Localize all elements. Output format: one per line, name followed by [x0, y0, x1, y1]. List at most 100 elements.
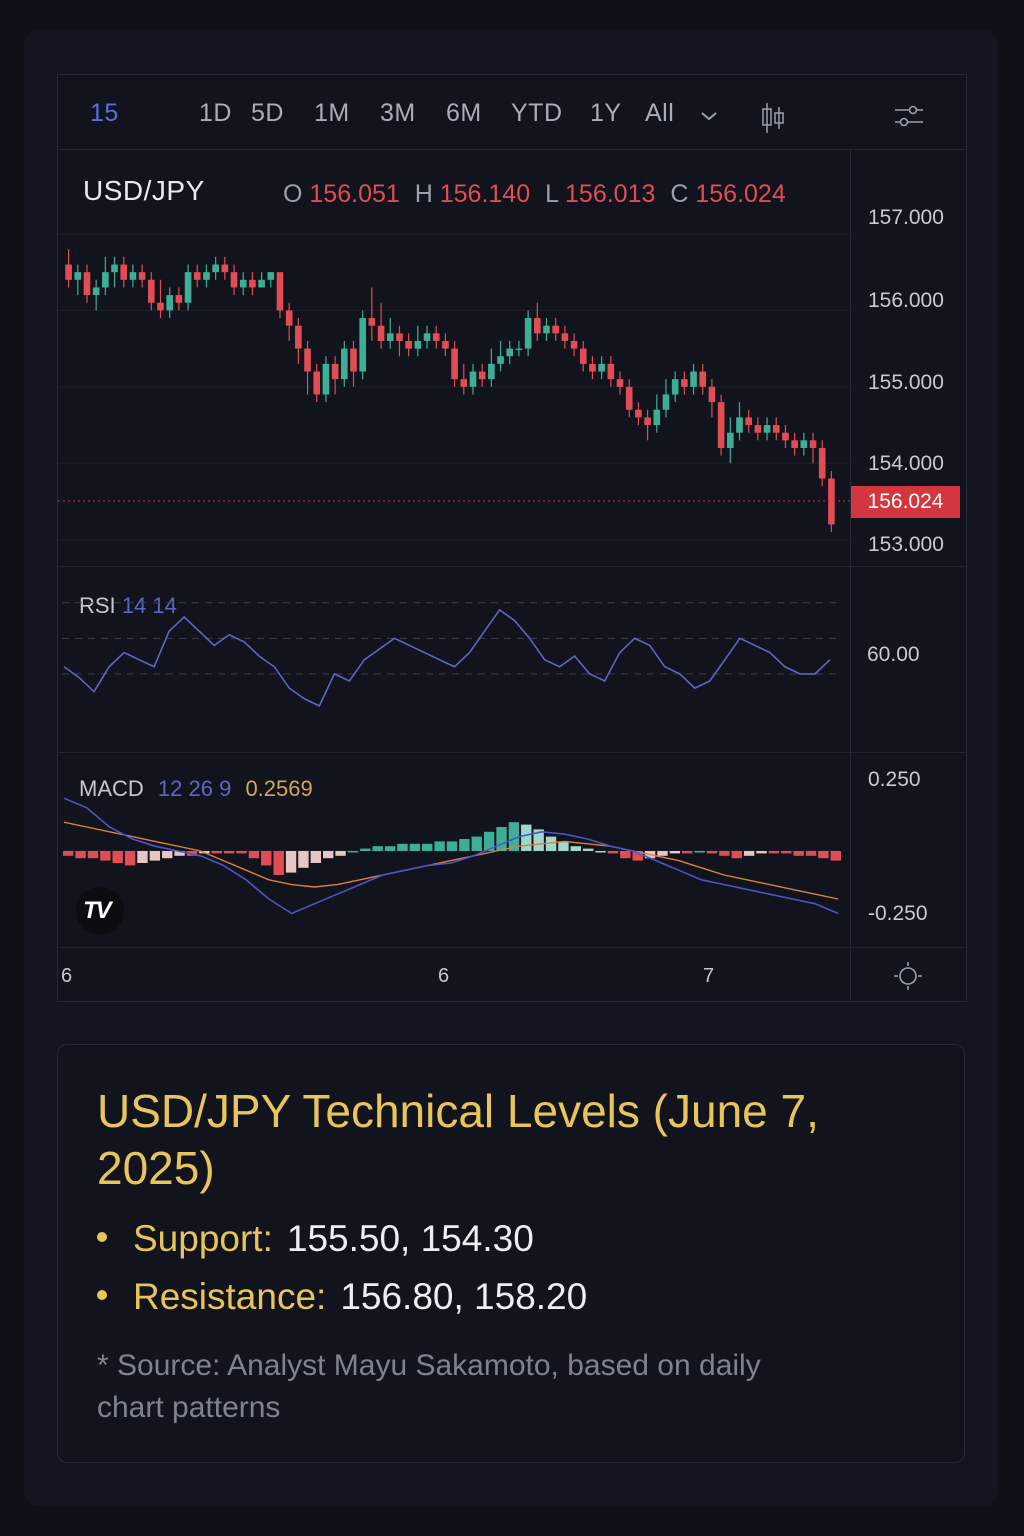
tradingview-logo[interactable]: TV [76, 887, 124, 935]
range-5d-button[interactable]: 5D [251, 99, 284, 127]
macd-histogram-bar [285, 851, 297, 873]
candle-body [138, 272, 146, 280]
candle-body [92, 287, 100, 296]
candle-body [359, 318, 366, 372]
low-value: 156.013 [565, 180, 656, 208]
candle-body [598, 363, 605, 372]
candle-body [579, 348, 587, 364]
candle-body [148, 279, 155, 303]
macd-histogram-bar [768, 851, 780, 854]
price-tick: 153.000 [868, 533, 944, 556]
range-ytd-button[interactable]: YTD [511, 99, 563, 127]
macd-histogram-bar [805, 851, 817, 856]
macd-histogram-bar [223, 851, 235, 854]
macd-histogram-bar [669, 851, 681, 854]
candle-body [515, 348, 523, 351]
range-1m-button[interactable]: 1M [314, 99, 350, 127]
time-label: 6 [61, 965, 73, 987]
macd-histogram-bar [632, 851, 643, 861]
chevron-down-icon[interactable] [700, 109, 718, 127]
resistance-label: Resistance: [133, 1276, 327, 1317]
range-1d-button[interactable]: 1D [199, 99, 232, 127]
macd-histogram-bar [459, 839, 470, 851]
macd-axis-bottom: -0.250 [868, 902, 928, 925]
range-3m-button[interactable]: 3M [380, 99, 416, 127]
time-label: 7 [703, 965, 715, 987]
candle-body [239, 279, 247, 288]
chart-toolbar: 15 1D 5D 1M 3M 6M YTD 1Y All [58, 75, 966, 150]
candle-body [552, 325, 559, 334]
macd-histogram-bar [558, 841, 569, 851]
macd-histogram-bar [100, 851, 111, 861]
macd-histogram-bar [372, 846, 383, 851]
macd-histogram-bar [162, 851, 173, 859]
macd-histogram-bar [261, 851, 272, 866]
support-label: Support: [133, 1218, 273, 1259]
price-tick: 155.000 [868, 371, 944, 394]
sun-settings-icon[interactable] [893, 961, 923, 996]
support-values: 155.50, 154.30 [286, 1218, 534, 1259]
support-row: Support: 155.50, 154.30 [97, 1217, 534, 1261]
candle-body [570, 340, 578, 349]
candle-body [212, 264, 219, 273]
candle-body [681, 379, 688, 387]
candle-body [368, 318, 376, 326]
candle-body [708, 386, 716, 403]
candle-body [772, 425, 780, 433]
candle-body [129, 272, 137, 280]
close-value: 156.024 [695, 180, 786, 208]
macd-histogram-bar [657, 851, 668, 856]
macd-histogram-bar [583, 848, 594, 851]
symbol-name[interactable]: USD/JPY [83, 175, 205, 206]
candle-body [83, 272, 91, 296]
range-6m-button[interactable]: 6M [446, 99, 482, 127]
candle-body [295, 325, 302, 349]
macd-params: 12 26 9 [157, 776, 232, 801]
candle-body [644, 417, 651, 426]
macd-histogram-bar [75, 851, 86, 859]
current-price-badge: 156.024 [851, 486, 960, 518]
range-all-button[interactable]: All [645, 99, 675, 127]
candle-body [791, 440, 798, 448]
source-note: * Source: Analyst Mayu Sakamoto, based o… [97, 1349, 761, 1424]
candle-body [111, 264, 118, 273]
chart-widget: 15 1D 5D 1M 3M 6M YTD 1Y All [57, 74, 967, 1002]
close-label: C [670, 180, 689, 208]
macd-histogram-bar [607, 851, 619, 854]
settings-sliders-icon[interactable] [894, 103, 924, 134]
macd-histogram-bar [87, 851, 99, 859]
macd-histogram-bar [731, 851, 742, 859]
candle-body [249, 279, 256, 288]
macd-histogram-bar [137, 851, 148, 863]
range-1y-button[interactable]: 1Y [590, 99, 622, 127]
candle-body [478, 371, 486, 380]
candle-body [818, 447, 826, 479]
candle-body [423, 333, 431, 341]
chart-plot-area[interactable] [58, 150, 851, 1000]
candle-body [396, 333, 403, 341]
rsi-legend: RSI 14 14 [79, 593, 177, 619]
candle-body [322, 363, 330, 395]
candle-body [754, 425, 762, 433]
macd-histogram-bar [570, 846, 581, 851]
price-tick: 154.000 [868, 452, 944, 475]
interval-button[interactable]: 15 [90, 99, 119, 127]
ohlc-legend: O 156.051 H 156.140 L 156.013 C 156.024 [283, 180, 786, 209]
candle-body [561, 333, 569, 341]
macd-histogram-bar [63, 851, 74, 856]
macd-histogram-bar [360, 848, 371, 851]
candle-body [166, 295, 173, 311]
candle-body [607, 363, 615, 380]
logo-text: TV [83, 897, 112, 924]
macd-histogram-bar [533, 829, 544, 851]
macd-line [63, 797, 839, 915]
candlestick-icon[interactable] [760, 101, 786, 140]
resistance-row: Resistance: 156.80, 158.20 [97, 1275, 587, 1319]
low-label: L [545, 180, 559, 208]
candle-body [267, 272, 275, 280]
candle-body [809, 440, 817, 448]
candle-body [203, 272, 210, 280]
candle-body [543, 325, 550, 334]
candle-body [350, 348, 357, 372]
candle-body [285, 310, 293, 326]
